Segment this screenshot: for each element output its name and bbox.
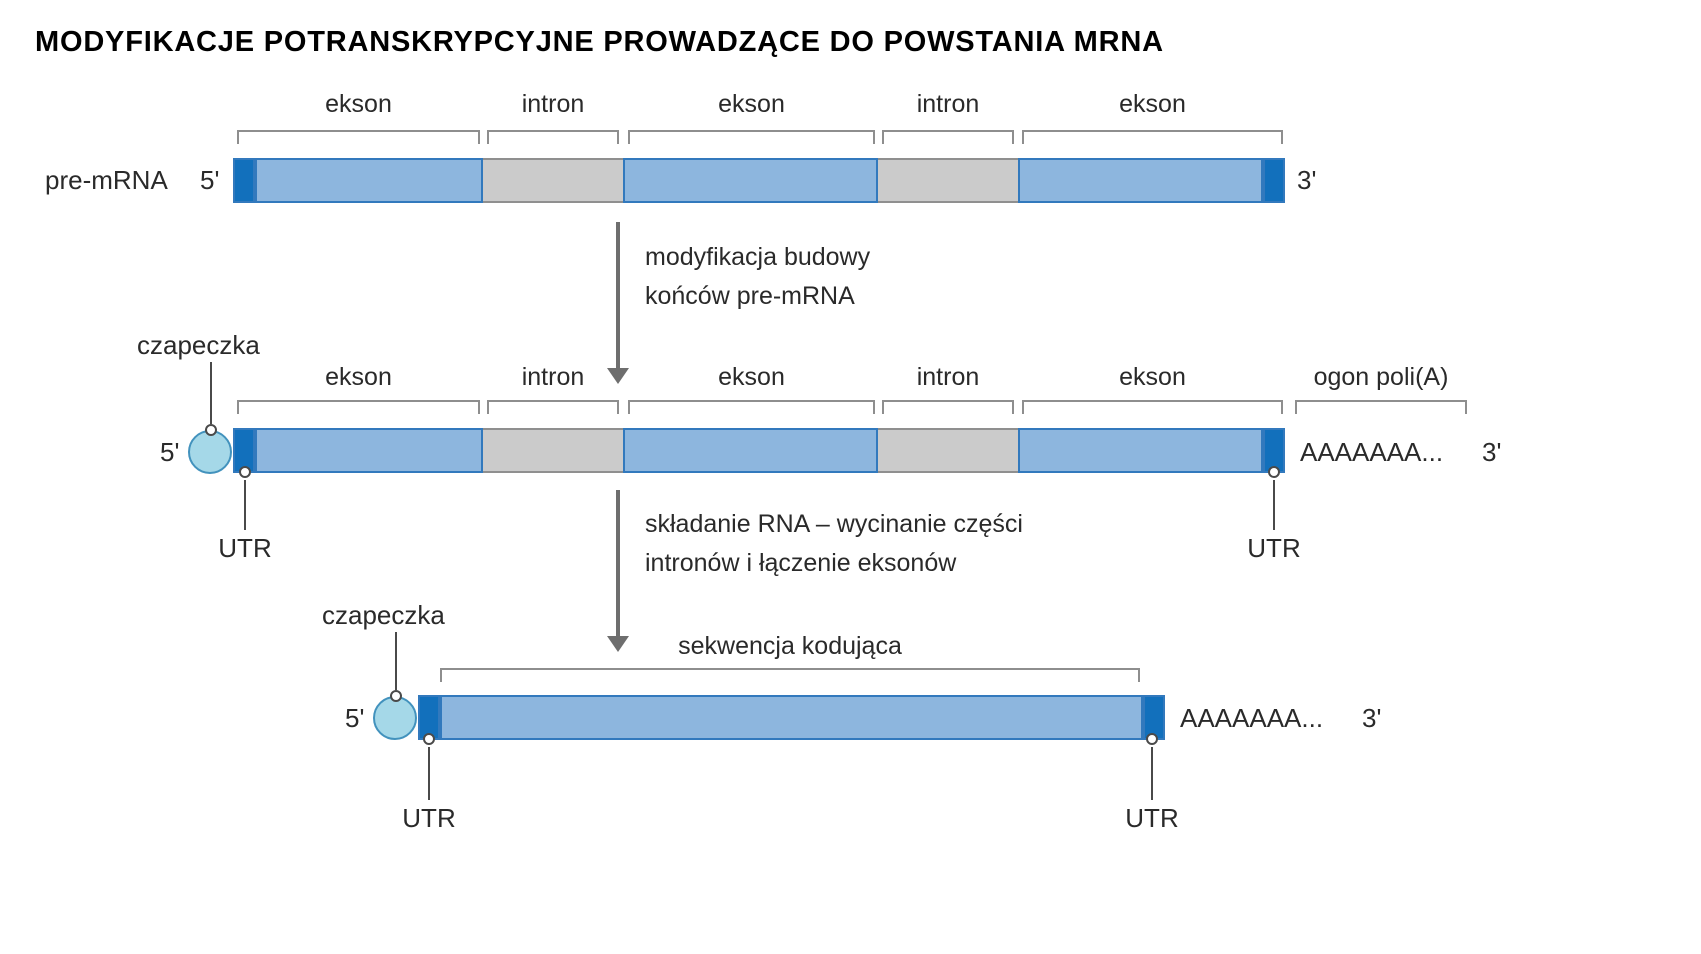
segment-label-intron: intron [916, 90, 980, 118]
utr-segment [233, 158, 255, 203]
cap-icon [188, 430, 232, 474]
cap-label: czapeczka [322, 600, 445, 630]
diagram-title: MODYFIKACJE POTRANSKRYPCYJNE PROWADZĄCE … [35, 26, 1164, 58]
pre-mrna-bar [233, 158, 1285, 203]
bracket [628, 400, 875, 414]
intron-segment [878, 428, 1018, 473]
bracket [628, 130, 875, 144]
bracket [1022, 130, 1283, 144]
cap-connector-dot [205, 424, 217, 436]
step2-caption-line2: intronów i łączenie eksonów [645, 549, 957, 577]
three-prime-label: 3' [1362, 703, 1382, 733]
five-prime-label: 5' [345, 703, 365, 733]
polya-tail-label: ogon poli(A) [1313, 363, 1449, 391]
polya-sequence: AAAAAAA... [1300, 437, 1444, 467]
arrow-down-icon [616, 222, 620, 370]
cap-connector-line [395, 632, 397, 690]
cap-connector-line [210, 362, 212, 424]
segment-label-ekson: ekson [325, 363, 392, 391]
coding-sequence-label: sekwencja kodująca [678, 632, 902, 660]
arrow-down-icon [616, 490, 620, 638]
intron-segment [483, 428, 623, 473]
bracket [440, 668, 1140, 682]
exon-segment [623, 158, 878, 203]
exon-segment [1018, 158, 1263, 203]
utr-connector-line [244, 480, 246, 530]
segment-label-intron: intron [521, 363, 585, 391]
pre-mrna-label: pre-mRNA [45, 165, 168, 195]
three-prime-label: 3' [1482, 437, 1502, 467]
utr-label-right: UTR [1247, 533, 1301, 563]
bracket [1022, 400, 1283, 414]
step2-caption: składanie RNA – wycinanie części intronó… [645, 505, 1023, 583]
utr-connector-line [428, 747, 430, 800]
cap-connector-dot [390, 690, 402, 702]
intron-segment [483, 158, 623, 203]
segment-label-ekson: ekson [1119, 363, 1186, 391]
utr-label-left: UTR [402, 803, 456, 833]
segment-label-intron: intron [916, 363, 980, 391]
segment-label-ekson: ekson [325, 90, 392, 118]
segment-label-intron: intron [521, 90, 585, 118]
utr-connector-line [1151, 747, 1153, 800]
bracket [882, 400, 1014, 414]
bracket [882, 130, 1014, 144]
three-prime-label: 3' [1297, 165, 1317, 195]
step1-caption: modyfikacja budowy końców pre-mRNA [645, 238, 870, 316]
exon-segment [255, 428, 483, 473]
arrow-down-icon [607, 636, 629, 652]
capped-pre-mrna-bar [233, 428, 1285, 473]
utr-connector-dot [423, 733, 435, 745]
bracket [1295, 400, 1467, 414]
segment-label-ekson: ekson [718, 363, 785, 391]
exon-segment [1018, 428, 1263, 473]
bracket [237, 400, 480, 414]
step1-caption-line2: końców pre-mRNA [645, 282, 855, 310]
exon-segment [255, 158, 483, 203]
bracket [237, 130, 480, 144]
utr-connector-line [1273, 480, 1275, 530]
bracket [487, 400, 619, 414]
utr-segment [1263, 158, 1285, 203]
cap-label: czapeczka [137, 330, 260, 360]
exon-segment [623, 428, 878, 473]
arrow-down-icon [607, 368, 629, 384]
utr-connector-dot [239, 466, 251, 478]
polya-sequence: AAAAAAA... [1180, 703, 1324, 733]
utr-connector-dot [1268, 466, 1280, 478]
segment-label-ekson: ekson [1119, 90, 1186, 118]
step1-caption-line1: modyfikacja budowy [645, 243, 871, 271]
five-prime-label: 5' [160, 437, 180, 467]
step2-caption-line1: składanie RNA – wycinanie części [645, 510, 1023, 538]
mature-mrna-bar [418, 695, 1165, 740]
segment-label-ekson: ekson [718, 90, 785, 118]
utr-label-right: UTR [1125, 803, 1179, 833]
cap-icon [373, 696, 417, 740]
bracket [487, 130, 619, 144]
utr-label-left: UTR [218, 533, 272, 563]
coding-segment [440, 695, 1143, 740]
utr-connector-dot [1146, 733, 1158, 745]
intron-segment [878, 158, 1018, 203]
five-prime-label: 5' [200, 165, 220, 195]
